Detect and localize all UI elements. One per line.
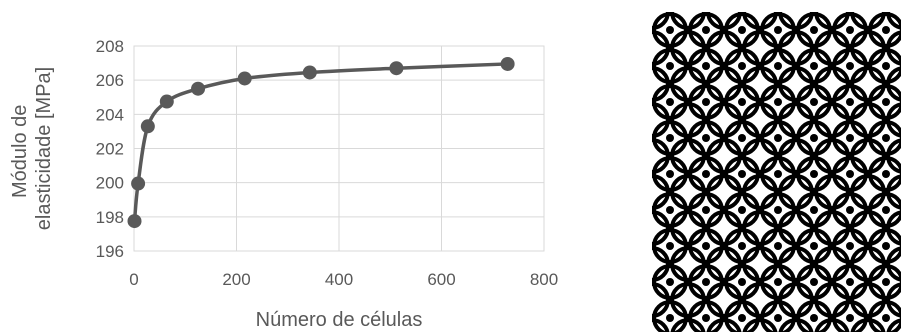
y-tick-label: 206	[96, 71, 124, 90]
series-line	[132, 62, 510, 223]
x-axis-tick-labels: 0 200 400 600 800	[129, 270, 558, 289]
data-point-marker	[389, 61, 404, 76]
x-tick-label: 800	[530, 270, 558, 289]
data-point-marker	[302, 65, 317, 80]
data-point-marker	[191, 81, 206, 96]
data-point-marker	[131, 176, 146, 191]
x-axis-title: Número de células	[256, 309, 423, 331]
x-tick-label: 200	[222, 270, 250, 289]
y-axis-title: Módulo de elasticidade [MPa]	[9, 67, 55, 230]
y-tick-label: 202	[96, 140, 124, 159]
y-tick-label: 200	[96, 174, 124, 193]
data-point-marker	[500, 56, 515, 71]
y-axis-title-line-2: elasticidade [MPa]	[33, 67, 55, 230]
y-tick-label: 196	[96, 242, 124, 261]
data-point-marker	[140, 119, 155, 134]
cellular-lattice-image	[652, 12, 901, 332]
gridlines	[133, 45, 545, 252]
x-tick-label: 400	[325, 270, 353, 289]
y-axis-title-line-1: Módulo de	[9, 105, 31, 198]
y-tick-label: 198	[96, 208, 124, 227]
y-tick-label: 208	[96, 37, 124, 56]
line-chart: 196 198 200 202 204 206 208 0 200 400 600 800 Núme…	[9, 37, 558, 331]
series-markers	[127, 56, 515, 229]
x-tick-label: 0	[129, 270, 138, 289]
data-point-marker	[237, 71, 252, 86]
data-point-marker	[159, 94, 174, 109]
y-axis-tick-labels: 196 198 200 202 204 206 208	[96, 37, 124, 261]
data-point-marker	[127, 214, 142, 229]
plot-area-frame	[133, 45, 545, 252]
x-tick-label: 600	[427, 270, 455, 289]
y-tick-label: 204	[96, 105, 124, 124]
